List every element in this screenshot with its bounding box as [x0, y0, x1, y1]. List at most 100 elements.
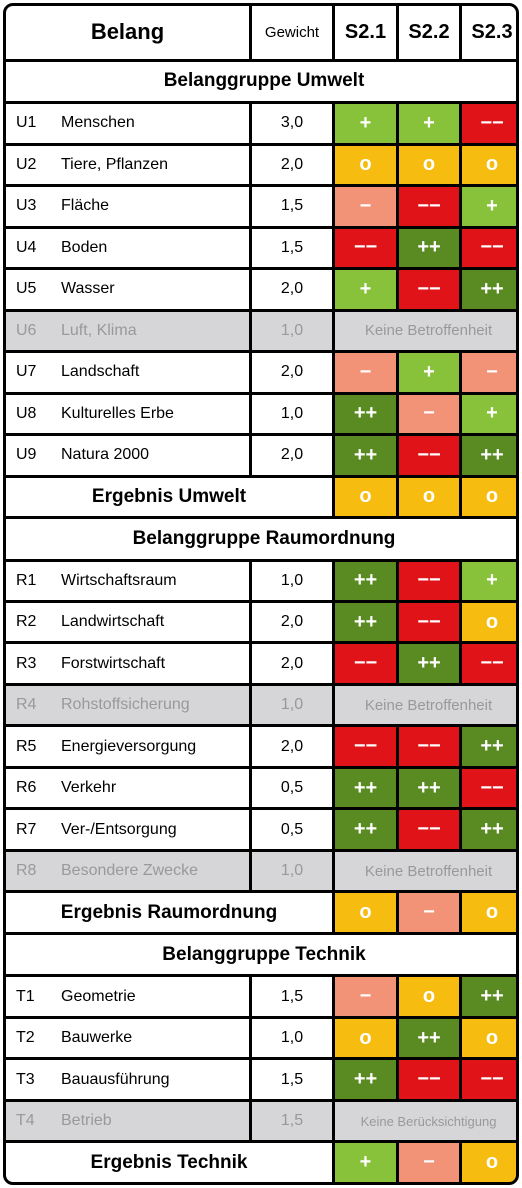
score-cell: ++	[335, 436, 396, 475]
result-score-cell: o	[462, 1143, 516, 1182]
belang-weight: 1,5	[252, 1060, 332, 1099]
result-score-cell: o	[399, 477, 459, 516]
score-cell: +	[462, 394, 516, 434]
belang-weight: 2,0	[252, 145, 332, 185]
assessment-table: Belang Gewicht S2.1 S2.2 S2.3 Belanggrup…	[6, 6, 516, 1182]
belang-row-label: U3 Fläche	[6, 187, 249, 226]
not-applicable-note: Keine Berücksichtigung	[335, 1101, 516, 1141]
belang-weight: 1,0	[252, 394, 332, 434]
belang-code: U2	[16, 155, 37, 173]
belang-code: T1	[16, 987, 35, 1005]
belang-row-label: T4 Betrieb	[6, 1101, 249, 1141]
belang-name: Wasser	[61, 280, 115, 298]
not-applicable-note: Keine Betroffenheit	[335, 851, 516, 891]
score-cell: o	[462, 145, 516, 185]
score-cell: −−	[462, 644, 516, 683]
belang-code: U5	[16, 280, 37, 298]
score-cell: ++	[335, 561, 396, 600]
belang-row-label: U1 Menschen	[6, 104, 249, 143]
score-cell: −−	[462, 768, 516, 808]
belang-code: R2	[16, 613, 37, 631]
belang-code: T2	[16, 1029, 35, 1047]
belang-row-label: R3 Forstwirtschaft	[6, 644, 249, 683]
score-cell: o	[462, 602, 516, 642]
belang-code: U4	[16, 238, 37, 256]
result-score-cell: o	[462, 477, 516, 516]
header-scenario-2: S2.2	[399, 6, 459, 59]
score-cell: ++	[335, 768, 396, 808]
belang-row-label: R2 Landwirtschaft	[6, 602, 249, 642]
header-scenario-3: S2.3	[462, 6, 516, 59]
belang-name: Geometrie	[61, 987, 136, 1005]
belang-row-label: U4 Boden	[6, 228, 249, 268]
score-cell: ++	[399, 1018, 459, 1058]
score-cell: +	[462, 187, 516, 226]
score-cell: +	[462, 561, 516, 600]
score-cell: −−	[399, 270, 459, 309]
result-label: Ergebnis Umwelt	[6, 477, 332, 516]
score-cell: −−	[335, 644, 396, 683]
belang-weight: 1,5	[252, 187, 332, 226]
score-cell: ++	[399, 228, 459, 268]
belang-row-label: U6 Luft, Klima	[6, 311, 249, 351]
score-cell: +	[335, 104, 396, 143]
score-cell: ++	[462, 977, 516, 1016]
not-applicable-note: Keine Betroffenheit	[335, 311, 516, 351]
result-label: Ergebnis Raumordnung	[6, 893, 332, 932]
belang-name: Fläche	[61, 197, 110, 215]
belang-code: R1	[16, 571, 37, 589]
belang-weight: 2,0	[252, 270, 332, 309]
belang-code: T4	[16, 1112, 35, 1130]
belang-row-label: U5 Wasser	[6, 270, 249, 309]
score-cell: ++	[462, 810, 516, 849]
belang-name: Menschen	[61, 114, 135, 132]
belang-weight: 1,0	[252, 311, 332, 351]
belang-code: U6	[16, 321, 37, 339]
score-cell: −	[335, 977, 396, 1016]
belang-row-label: T1 Geometrie	[6, 977, 249, 1016]
score-cell: ++	[462, 727, 516, 766]
belang-name: Besondere Zwecke	[61, 862, 198, 880]
score-cell: +	[399, 104, 459, 143]
belang-weight: 3,0	[252, 104, 332, 143]
score-cell: +	[335, 270, 396, 309]
belang-weight: 2,0	[252, 644, 332, 683]
result-score-cell: o	[335, 893, 396, 932]
result-score-cell: −	[399, 1143, 459, 1182]
belang-name: Forstwirtschaft	[61, 654, 166, 672]
belang-row-label: R6 Verkehr	[6, 768, 249, 808]
belang-row-label: R1 Wirtschaftsraum	[6, 561, 249, 600]
result-score-cell: o	[335, 477, 396, 516]
belang-weight: 1,0	[252, 851, 332, 891]
score-cell: o	[399, 145, 459, 185]
score-cell: −	[462, 353, 516, 392]
score-cell: ++	[462, 436, 516, 475]
score-cell: +	[399, 353, 459, 392]
score-cell: ++	[335, 1060, 396, 1099]
result-score-cell: −	[399, 893, 459, 932]
score-cell: o	[399, 977, 459, 1016]
belang-name: Boden	[61, 238, 108, 256]
score-cell: −−	[399, 602, 459, 642]
belang-row-label: R7 Ver-/Entsorgung	[6, 810, 249, 849]
score-cell: ++	[399, 644, 459, 683]
score-cell: o	[335, 145, 396, 185]
belang-code: U8	[16, 404, 37, 422]
assessment-table-frame: Belang Gewicht S2.1 S2.2 S2.3 Belanggrup…	[3, 3, 519, 1185]
belang-code: U7	[16, 363, 37, 381]
belang-code: R5	[16, 737, 37, 755]
belang-name: Verkehr	[61, 779, 117, 797]
belang-code: U9	[16, 446, 37, 464]
belang-row-label: T3 Bauausführung	[6, 1060, 249, 1099]
header-scenario-1: S2.1	[335, 6, 396, 59]
belang-code: R8	[16, 862, 37, 880]
score-cell: ++	[462, 270, 516, 309]
belang-name: Rohstoffsicherung	[61, 696, 190, 714]
group-heading: Belanggruppe Umwelt	[6, 61, 516, 102]
score-cell: −−	[399, 187, 459, 226]
belang-row-label: U9 Natura 2000	[6, 436, 249, 475]
belang-name: Ver-/Entsorgung	[61, 820, 177, 838]
belang-code: R7	[16, 820, 37, 838]
belang-weight: 0,5	[252, 810, 332, 849]
belang-code: U1	[16, 114, 37, 132]
